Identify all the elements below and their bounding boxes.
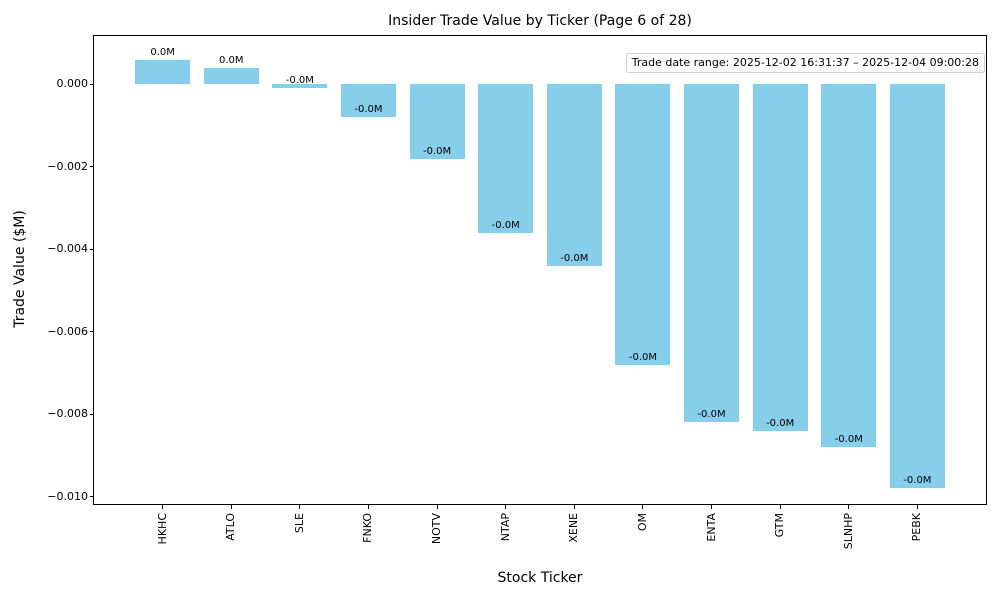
x-tick-label: NTAP: [498, 513, 512, 542]
bar-FNKO: [341, 84, 396, 118]
x-tick-mark: [162, 505, 164, 509]
bar-value-label: -0.0M: [903, 475, 932, 487]
bar-OM: [615, 84, 671, 365]
bar-value-label: -0.0M: [766, 417, 795, 429]
bar-XENE: [546, 84, 602, 266]
y-tick-label: −0.010: [47, 489, 88, 503]
x-tick-mark: [642, 505, 644, 509]
bar-NOTV: [409, 84, 465, 159]
y-tick-label: −0.004: [47, 242, 88, 256]
x-tick-mark: [573, 505, 575, 509]
bar-value-label: -0.0M: [491, 219, 520, 231]
bar-HKHC: [135, 59, 191, 85]
bar-value-label: -0.0M: [834, 434, 863, 446]
x-tick-label: PEBK: [910, 513, 924, 542]
x-tick-mark: [436, 505, 438, 509]
x-tick-label: ENTA: [704, 513, 718, 542]
y-tick-mark: [90, 166, 94, 168]
x-tick-mark: [505, 505, 507, 509]
y-axis-label: Trade Value ($M): [12, 210, 28, 328]
bar-ATLO: [203, 67, 259, 85]
x-tick-mark: [299, 505, 301, 509]
y-tick-mark: [90, 496, 94, 498]
bar-value-label: 0.0M: [150, 46, 175, 58]
bar-value-label: -0.0M: [354, 104, 383, 116]
x-tick-mark: [711, 505, 713, 509]
x-tick-label: OM: [635, 513, 649, 532]
y-tick-mark: [90, 83, 94, 85]
x-tick-mark: [367, 505, 369, 509]
y-tick-label: 0.000: [56, 77, 89, 91]
bar-value-label: -0.0M: [697, 409, 726, 421]
chart-title: Insider Trade Value by Ticker (Page 6 of…: [388, 13, 692, 29]
x-tick-mark: [230, 505, 232, 509]
x-tick-label: XENE: [567, 513, 581, 543]
x-tick-label: FNKO: [361, 513, 375, 543]
y-tick-mark: [90, 331, 94, 333]
x-tick-mark: [848, 505, 850, 509]
x-tick-label: NOTV: [430, 513, 444, 545]
x-tick-label: ATLO: [224, 513, 238, 541]
x-tick-mark: [916, 505, 918, 509]
x-axis-label: Stock Ticker: [497, 570, 583, 586]
bar-value-label: -0.0M: [422, 145, 452, 157]
x-tick-label: SLE: [292, 513, 306, 534]
bar-value-label: -0.0M: [285, 75, 314, 87]
x-tick-mark: [779, 505, 781, 509]
bar-value-label: -0.0M: [628, 351, 657, 363]
x-tick-label: GTM: [773, 513, 787, 538]
bar-SLNHP: [821, 84, 877, 448]
bar-ENTA: [684, 84, 739, 423]
bar-PEBK: [889, 84, 945, 489]
bar-value-label: -0.0M: [560, 252, 589, 264]
bar-NTAP: [478, 84, 534, 233]
y-tick-label: −0.008: [47, 407, 88, 421]
bar-SLE: [272, 84, 328, 89]
bar-GTM: [752, 84, 808, 431]
y-tick-mark: [90, 248, 94, 250]
x-tick-label: HKHC: [155, 513, 169, 545]
date-range-annotation: Trade date range: 2025-12-02 16:31:37 – …: [625, 53, 985, 73]
y-tick-mark: [90, 413, 94, 415]
bar-value-label: 0.0M: [218, 54, 244, 66]
x-tick-label: SLNHP: [841, 513, 855, 550]
y-tick-label: −0.006: [47, 324, 88, 338]
y-tick-label: −0.002: [47, 159, 88, 173]
